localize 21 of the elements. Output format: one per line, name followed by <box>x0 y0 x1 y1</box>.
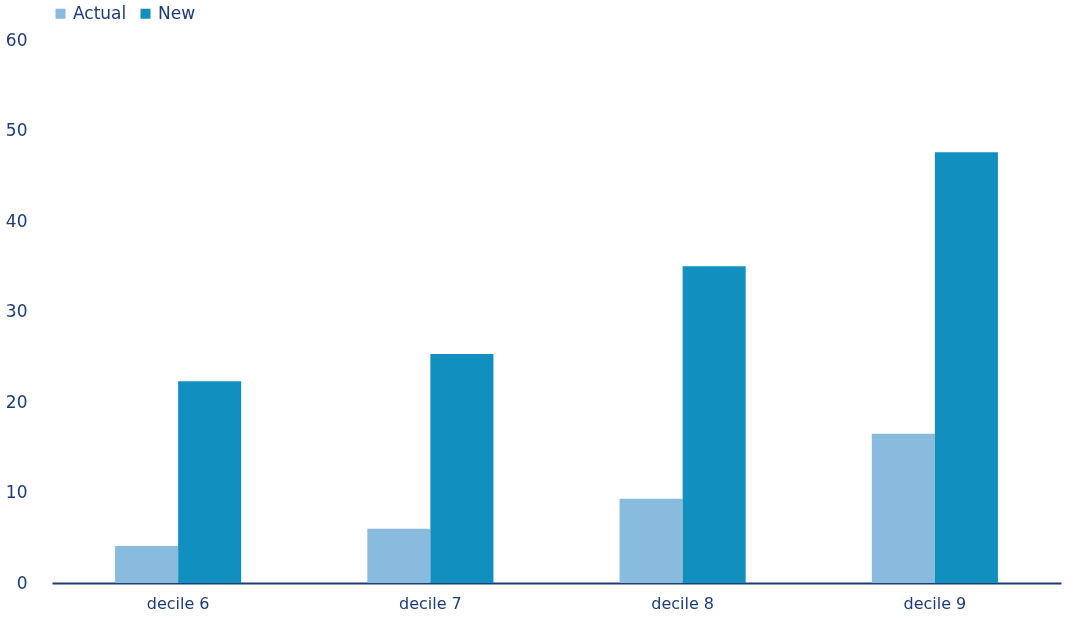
bar <box>871 433 935 583</box>
x-tick-label: decile 7 <box>398 593 462 613</box>
bar <box>934 152 998 583</box>
y-tick-label: 60 <box>5 29 28 50</box>
y-tick-label: 30 <box>5 301 28 321</box>
y-tick-label: 20 <box>5 391 28 412</box>
x-tick-label: decile 8 <box>651 593 715 613</box>
legend-label: New <box>158 2 196 23</box>
bar <box>178 381 242 583</box>
x-tick-label: decile 9 <box>903 593 967 613</box>
y-tick-label: 50 <box>5 120 28 140</box>
bar <box>619 498 683 583</box>
y-tick-label: 0 <box>16 572 28 593</box>
bar <box>115 545 179 583</box>
x-tick-label: decile 6 <box>146 593 210 613</box>
bar <box>430 354 494 583</box>
bar <box>367 528 431 583</box>
bar <box>682 266 746 583</box>
y-tick-label: 40 <box>5 210 28 231</box>
y-tick-label: 10 <box>5 482 28 502</box>
legend-label: Actual <box>73 2 127 23</box>
